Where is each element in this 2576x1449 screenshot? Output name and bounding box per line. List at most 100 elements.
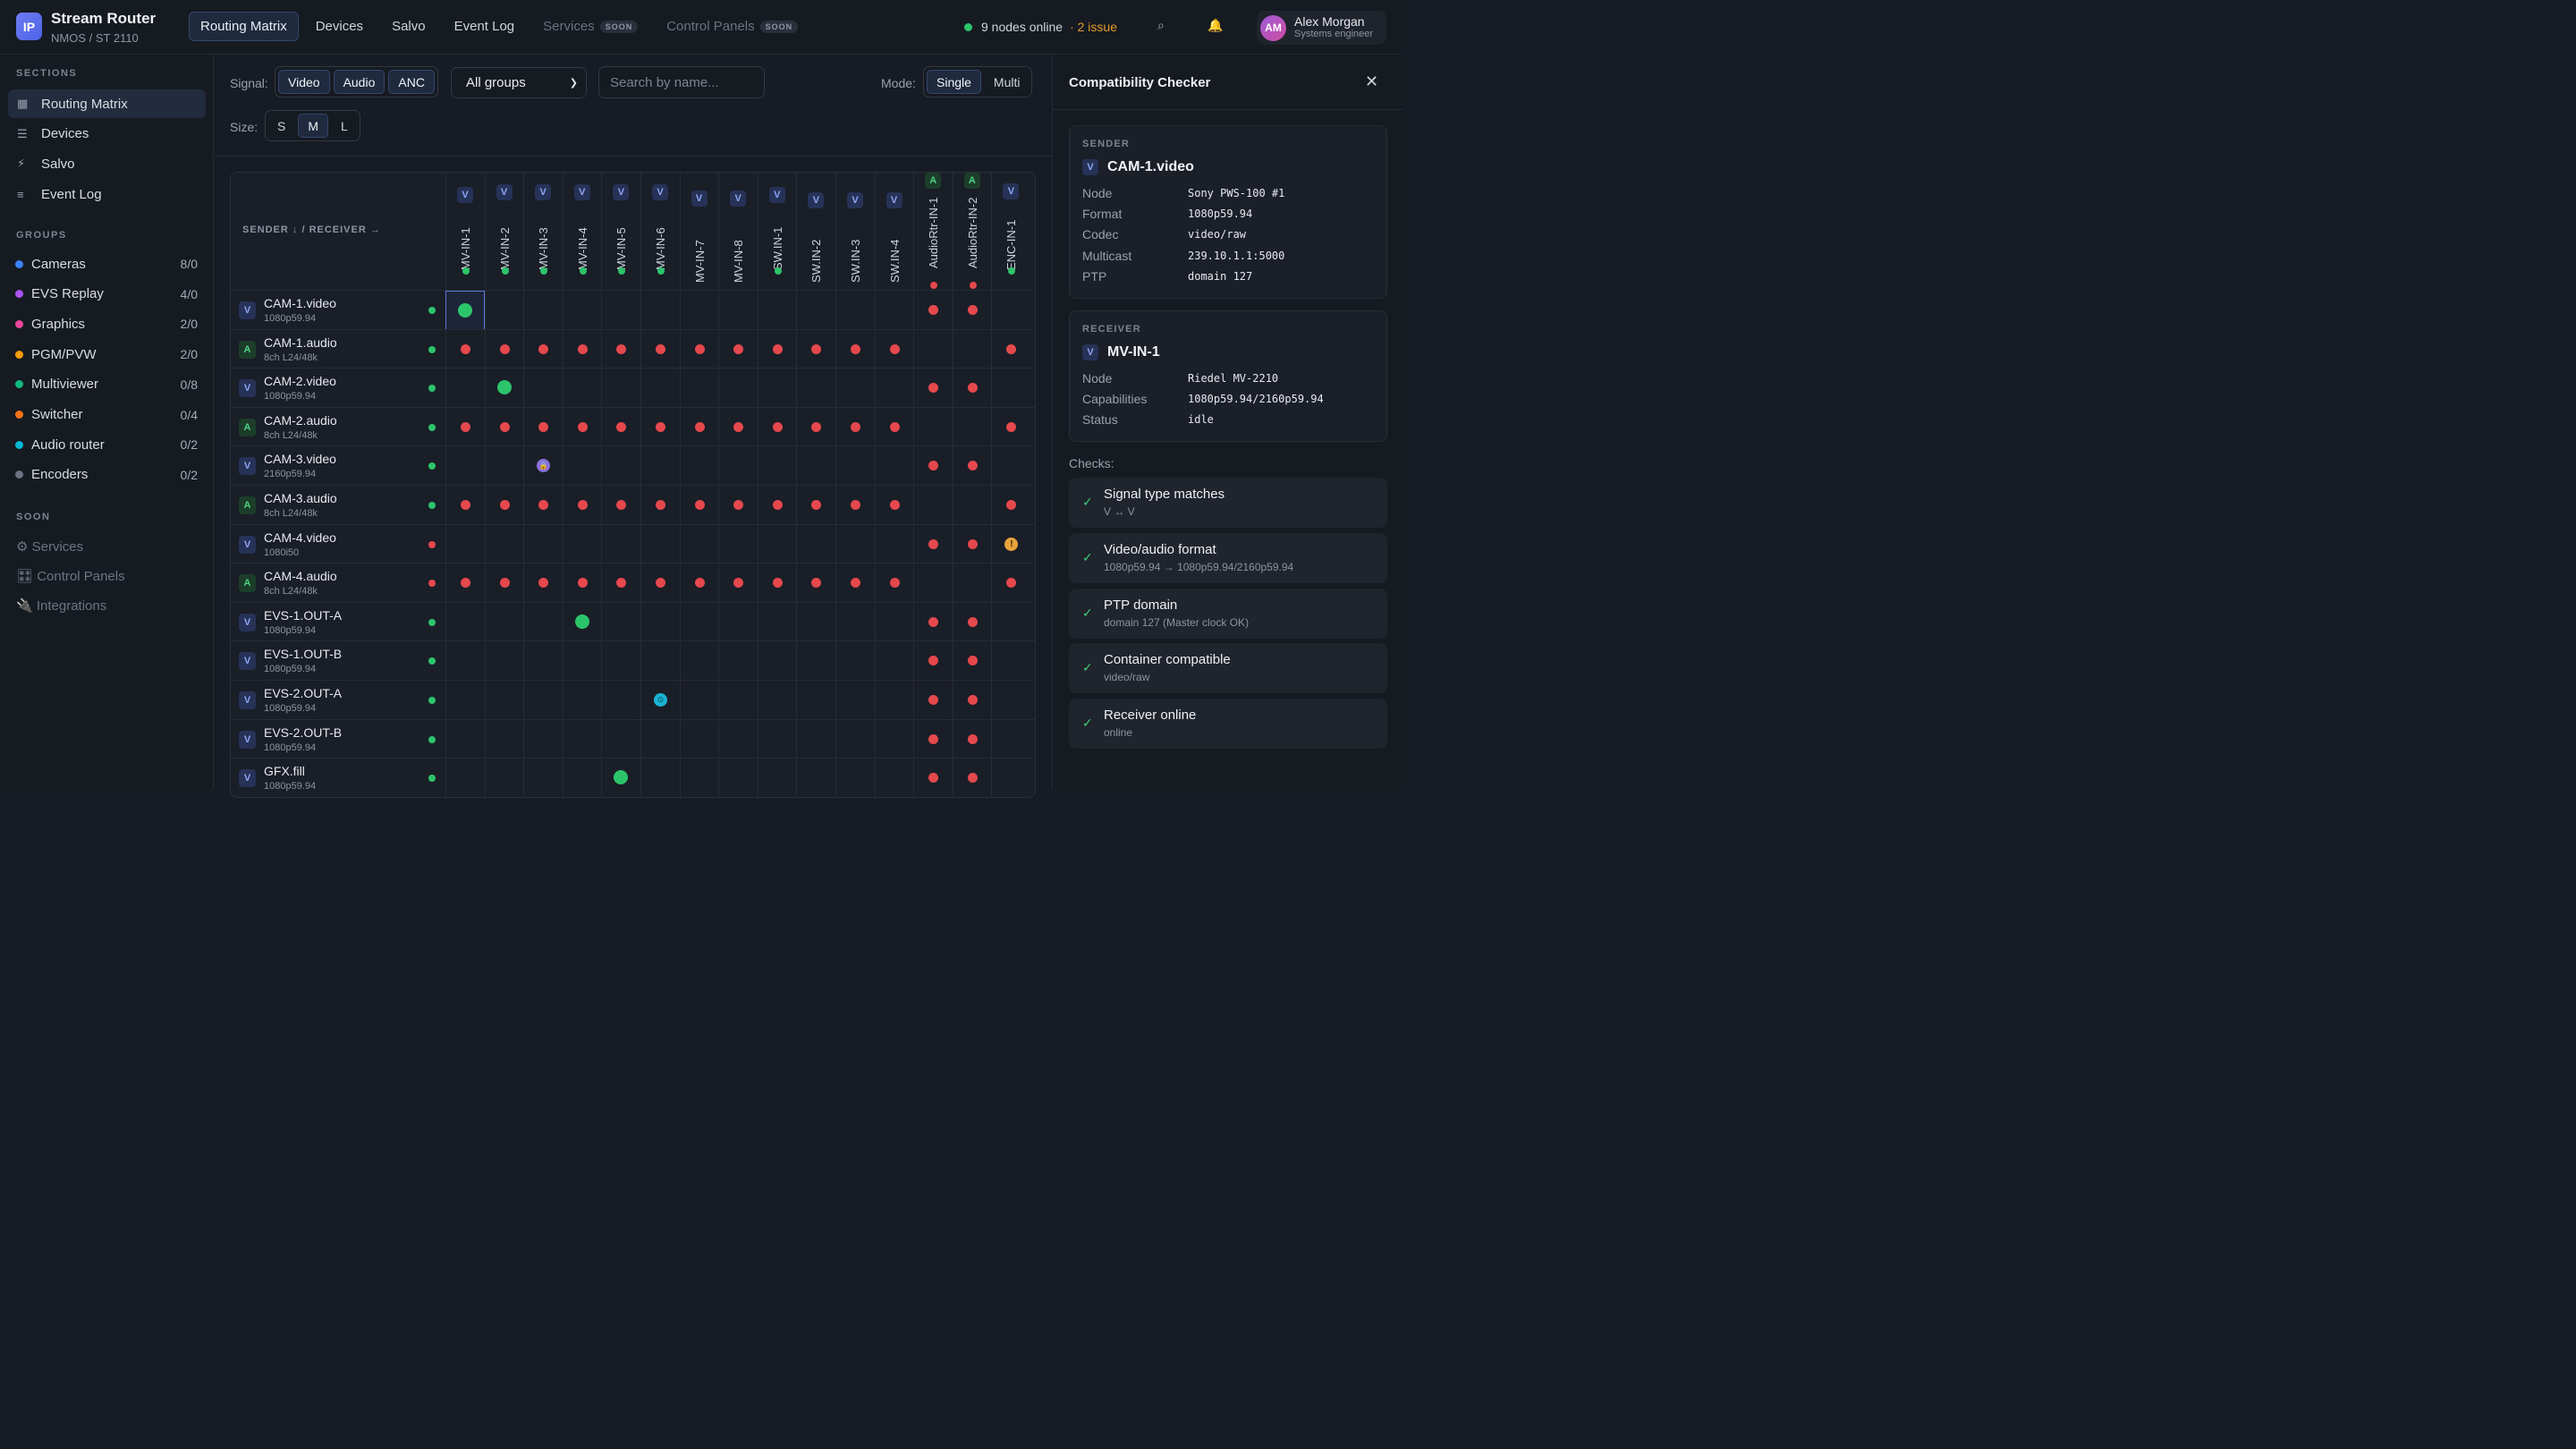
matrix-cell[interactable] [523, 641, 563, 681]
matrix-cell[interactable] [913, 758, 953, 797]
matrix-cell[interactable] [718, 719, 758, 759]
nav-routing-matrix[interactable]: Routing Matrix [189, 12, 299, 41]
sender-name[interactable]: EVS-1.OUT-A [264, 607, 343, 623]
matrix-cell[interactable] [952, 329, 992, 369]
column-header[interactable]: V MV-IN-4 [562, 173, 602, 290]
matrix-cell[interactable] [952, 719, 992, 759]
matrix-cell[interactable] [523, 369, 563, 408]
group-evs-replay[interactable]: EVS Replay 4/0 [8, 281, 206, 308]
matrix-cell[interactable] [484, 486, 524, 525]
matrix-cell[interactable] [484, 719, 524, 759]
matrix-cell[interactable] [796, 291, 835, 330]
matrix-cell[interactable] [601, 291, 640, 330]
matrix-cell[interactable] [757, 446, 797, 486]
matrix-cell[interactable] [679, 641, 719, 681]
column-header[interactable]: A AudioRtr-IN-1 [913, 173, 953, 290]
nav-services[interactable]: Services SOON [531, 12, 649, 41]
column-header[interactable]: V ENC-IN-1 [991, 173, 1030, 290]
matrix-cell[interactable] [757, 329, 797, 369]
matrix-cell[interactable] [757, 486, 797, 525]
matrix-cell[interactable] [679, 719, 719, 759]
matrix-cell[interactable] [640, 486, 680, 525]
matrix-cell[interactable] [913, 407, 953, 447]
column-header[interactable]: V MV-IN-7 [679, 173, 719, 290]
matrix-cell[interactable] [913, 524, 953, 564]
matrix-cell[interactable] [718, 758, 758, 797]
sender-name[interactable]: CAM-2.video [264, 374, 336, 389]
matrix-cell[interactable] [562, 758, 602, 797]
matrix-cell[interactable] [835, 486, 875, 525]
matrix-cell[interactable] [679, 369, 719, 408]
matrix-cell[interactable] [913, 486, 953, 525]
matrix-cell[interactable] [679, 446, 719, 486]
column-header[interactable]: V MV-IN-6 [640, 173, 680, 290]
matrix-cell[interactable] [679, 602, 719, 642]
nodes-status[interactable]: 9 nodes online · 2 issue [964, 20, 1117, 34]
matrix-cell[interactable] [601, 681, 640, 720]
matrix-cell[interactable] [718, 446, 758, 486]
matrix-cell[interactable] [640, 329, 680, 369]
matrix-cell[interactable] [874, 524, 914, 564]
signals-anc-button[interactable]: ANC [388, 70, 435, 94]
matrix-cell[interactable] [874, 446, 914, 486]
matrix-cell[interactable] [796, 407, 835, 447]
matrix-cell[interactable] [679, 564, 719, 603]
matrix-cell[interactable] [757, 758, 797, 797]
sender-name[interactable]: CAM-2.audio [264, 412, 337, 428]
matrix-cell[interactable] [640, 758, 680, 797]
matrix-cell[interactable] [562, 291, 602, 330]
matrix-cell[interactable] [523, 524, 563, 564]
matrix-cell[interactable] [991, 564, 1030, 603]
matrix-cell[interactable] [991, 329, 1030, 369]
matrix-cell[interactable] [562, 446, 602, 486]
matrix-cell[interactable] [874, 758, 914, 797]
matrix-cell[interactable] [796, 486, 835, 525]
matrix-cell[interactable] [679, 291, 719, 330]
sizes-m-button[interactable]: M [298, 114, 329, 138]
matrix-cell[interactable] [601, 369, 640, 408]
matrix-cell[interactable] [562, 602, 602, 642]
matrix-cell[interactable] [484, 369, 524, 408]
column-header[interactable]: V SW.IN-2 [796, 173, 835, 290]
modes-single-button[interactable]: Single [927, 70, 981, 94]
matrix-cell[interactable] [952, 446, 992, 486]
matrix-cell[interactable] [913, 681, 953, 720]
group-multiviewer[interactable]: Multiviewer 0/8 [8, 371, 206, 398]
matrix-cell[interactable] [718, 641, 758, 681]
column-header[interactable]: V SW.IN-4 [874, 173, 914, 290]
column-header[interactable]: V SW.IN-3 [835, 173, 875, 290]
sidebar-item-devices[interactable]: ☰ Devices [8, 120, 206, 148]
matrix-cell[interactable] [913, 291, 953, 330]
matrix-cell[interactable] [718, 681, 758, 720]
group-audio-router[interactable]: Audio router 0/2 [8, 431, 206, 458]
matrix-cell[interactable] [757, 369, 797, 408]
matrix-cell[interactable] [796, 602, 835, 642]
matrix-cell[interactable] [601, 486, 640, 525]
column-header[interactable]: V SW.IN-1 [757, 173, 797, 290]
group-pgm-pvw[interactable]: PGM/PVW 2/0 [8, 341, 206, 368]
sender-name[interactable]: CAM-3.audio [264, 491, 337, 505]
matrix-cell[interactable] [913, 641, 953, 681]
matrix-cell[interactable] [562, 486, 602, 525]
matrix-cell[interactable] [991, 681, 1030, 720]
matrix-cell[interactable] [952, 564, 992, 603]
column-header[interactable]: V MV-IN-2 [484, 173, 524, 290]
matrix-cell[interactable] [835, 641, 875, 681]
matrix-cell[interactable] [874, 719, 914, 759]
matrix-cell[interactable] [874, 407, 914, 447]
matrix-cell[interactable] [445, 291, 485, 330]
matrix-cell[interactable] [445, 602, 485, 642]
matrix-cell[interactable] [445, 369, 485, 408]
matrix-cell[interactable] [874, 564, 914, 603]
matrix-cell[interactable] [484, 641, 524, 681]
sender-name[interactable]: EVS-2.OUT-B [264, 724, 343, 740]
group-graphics[interactable]: Graphics 2/0 [8, 310, 206, 337]
matrix-cell[interactable] [757, 407, 797, 447]
matrix-cell[interactable] [835, 291, 875, 330]
group-cameras[interactable]: Cameras 8/0 [8, 250, 206, 277]
column-header[interactable]: V MV-IN-1 [445, 173, 485, 290]
matrix-cell[interactable] [991, 602, 1030, 642]
matrix-cell[interactable] [445, 681, 485, 720]
issue-count[interactable]: · 2 issue [1070, 20, 1117, 34]
matrix-cell[interactable] [757, 602, 797, 642]
